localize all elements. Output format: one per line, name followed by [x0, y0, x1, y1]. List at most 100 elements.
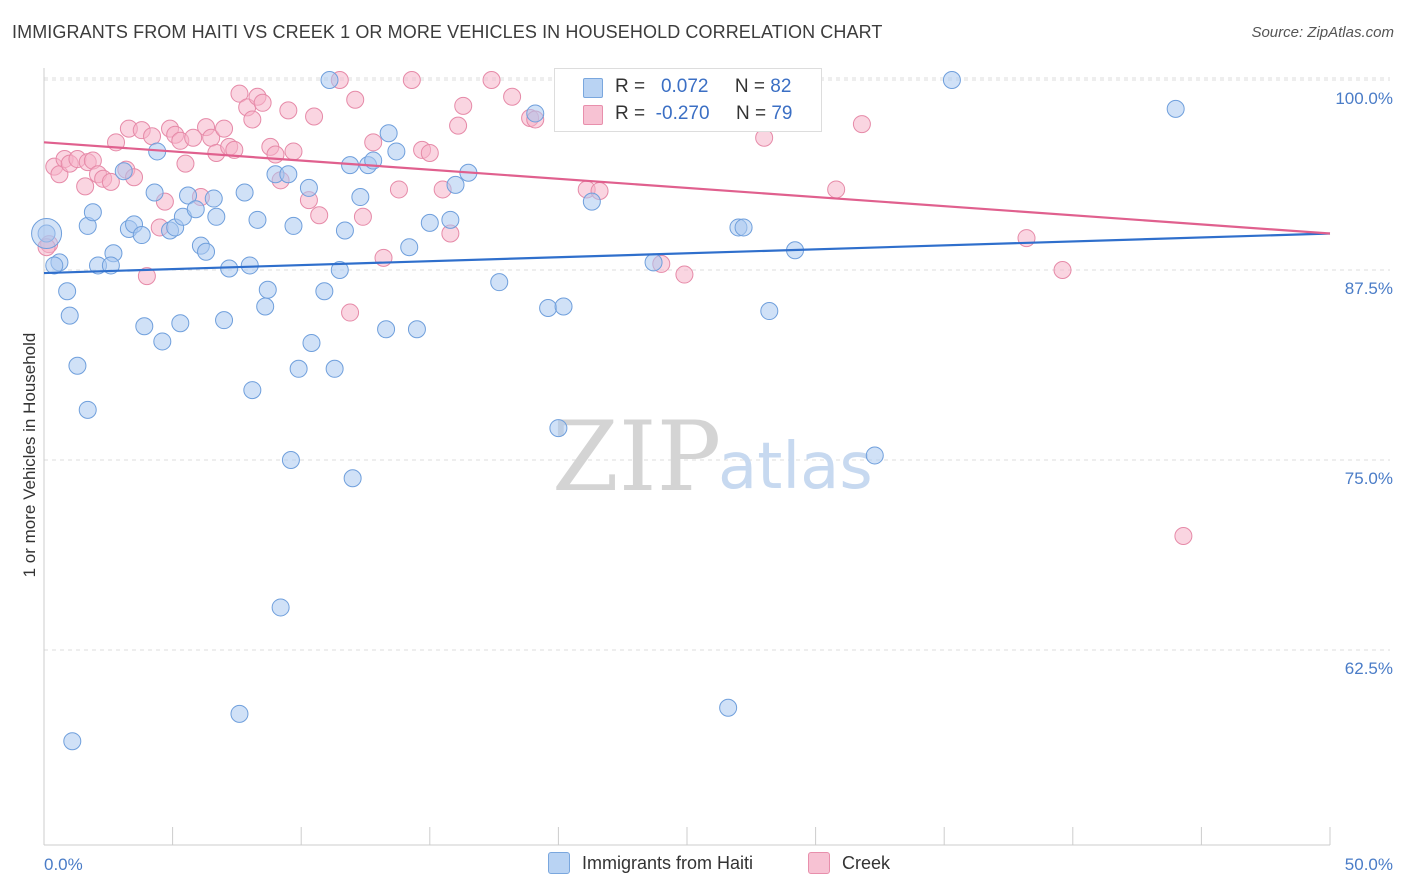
- creek-point: [675, 265, 694, 284]
- haiti-point: [379, 124, 398, 143]
- haiti-point: [153, 332, 172, 351]
- haiti-point: [83, 203, 102, 222]
- haiti-point: [335, 221, 354, 240]
- legend-swatch-haiti: [583, 78, 603, 98]
- haiti-point: [441, 210, 460, 229]
- legend-swatch-creek: [583, 105, 603, 125]
- creek-point: [243, 110, 262, 129]
- creek-point: [284, 142, 303, 161]
- haiti-point: [320, 71, 339, 89]
- haiti-point: [299, 178, 318, 197]
- series-legend: Immigrants from Haiti Creek: [0, 852, 1406, 876]
- haiti-point: [284, 216, 303, 235]
- trend-lines: [43, 141, 1331, 275]
- haiti-point: [243, 381, 262, 400]
- haiti-point: [68, 356, 87, 375]
- haiti-point: [78, 400, 97, 419]
- y-tick-label: 100.0%: [1335, 89, 1393, 108]
- legend-n-value-creek: 79: [771, 103, 793, 124]
- haiti-point: [377, 320, 396, 339]
- x-tick-label: 50.0%: [1345, 855, 1393, 874]
- creek-point: [482, 71, 501, 89]
- creek-point: [305, 107, 324, 126]
- legend-swatch-haiti: [548, 852, 570, 874]
- stats-legend: R = 0.072 N = 82 R = -0.270 N = 79: [554, 68, 822, 132]
- creek-point: [1053, 261, 1072, 279]
- haiti-point: [302, 333, 321, 352]
- axes: [43, 68, 1331, 846]
- gridlines: [44, 77, 1390, 651]
- legend-item-haiti[interactable]: Immigrants from Haiti: [548, 852, 753, 874]
- creek-point: [353, 207, 372, 226]
- haiti-point: [197, 242, 216, 261]
- haiti-point: [400, 238, 419, 257]
- creek-point: [1174, 527, 1193, 545]
- creek-point: [225, 140, 244, 159]
- haiti-point: [1166, 99, 1185, 118]
- haiti-point: [279, 165, 298, 184]
- haiti-point: [734, 218, 753, 237]
- haiti-point: [145, 183, 164, 202]
- haiti-point: [171, 314, 190, 333]
- haiti-point: [351, 188, 370, 207]
- legend-r-label: R =: [615, 76, 646, 97]
- creek-point: [827, 180, 846, 199]
- haiti-point: [207, 207, 226, 226]
- haiti-point: [235, 183, 254, 202]
- haiti-point: [271, 598, 290, 617]
- creek-point: [389, 180, 408, 199]
- haiti-point: [114, 162, 133, 181]
- haiti-point: [526, 104, 545, 123]
- creek-point: [346, 90, 365, 109]
- haiti-point: [865, 446, 884, 465]
- creek-point: [341, 303, 360, 322]
- haiti-point: [539, 299, 558, 317]
- haiti-point: [330, 261, 349, 279]
- haiti-point: [60, 306, 79, 325]
- haiti-trend-line: [43, 232, 1331, 275]
- haiti-point: [343, 469, 362, 488]
- creek-point: [449, 116, 468, 135]
- creek-point: [215, 119, 234, 138]
- haiti-point: [258, 280, 277, 299]
- legend-n-label: N =: [735, 103, 767, 124]
- legend-item-creek[interactable]: Creek: [808, 852, 890, 874]
- legend-n-label: N =: [734, 76, 766, 97]
- tick-labels: 100.0% 87.5% 75.0% 62.5% 0.0% 50.0%: [44, 89, 1393, 874]
- creek-point: [101, 172, 120, 191]
- y-tick-label: 87.5%: [1345, 279, 1393, 298]
- haiti-point: [204, 189, 223, 208]
- haiti-point: [101, 256, 120, 275]
- haiti-point: [135, 317, 154, 336]
- creek-point: [364, 133, 383, 152]
- creek-point: [279, 101, 298, 120]
- creek-point: [143, 127, 162, 146]
- haiti-point: [63, 732, 82, 751]
- haiti-point: [446, 175, 465, 194]
- creek-trend-line: [43, 141, 1331, 235]
- y-tick-label: 75.0%: [1345, 469, 1393, 488]
- haiti-point: [644, 253, 663, 272]
- legend-swatch-creek: [808, 852, 830, 874]
- y-tick-label: 62.5%: [1345, 659, 1393, 678]
- haiti-point: [230, 704, 249, 723]
- creek-point: [454, 96, 473, 115]
- haiti-point: [942, 71, 961, 89]
- haiti-point: [256, 297, 275, 316]
- creek-point: [266, 145, 285, 164]
- haiti-point: [582, 192, 601, 211]
- creek-point: [176, 154, 195, 173]
- haiti-point: [554, 297, 573, 316]
- creek-point: [230, 84, 249, 103]
- creek-point: [310, 206, 329, 225]
- legend-label-haiti: Immigrants from Haiti: [582, 852, 754, 873]
- haiti-point: [490, 273, 509, 292]
- legend-r-value-creek: -0.270: [655, 103, 710, 124]
- haiti-point: [186, 200, 205, 219]
- watermark-atlas: atlas: [718, 430, 873, 504]
- legend-r-label: R =: [615, 103, 646, 124]
- creek-point: [402, 71, 421, 89]
- haiti-point: [420, 213, 439, 232]
- creek-point: [253, 93, 272, 112]
